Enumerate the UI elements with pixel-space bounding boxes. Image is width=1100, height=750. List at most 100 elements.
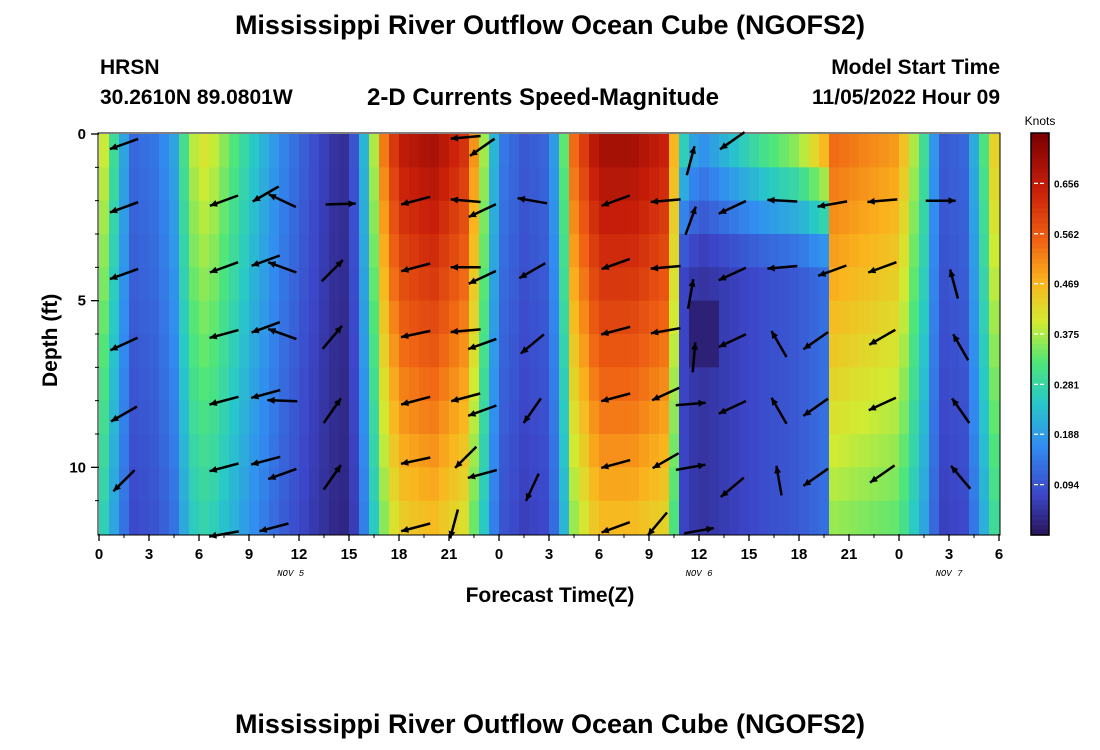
heatmap-cell xyxy=(369,334,380,368)
heatmap-cell xyxy=(589,434,600,468)
heatmap-cell xyxy=(979,200,990,235)
colorbar-segment xyxy=(1031,173,1049,179)
colorbar-segment xyxy=(1031,504,1049,511)
heatmap-cell xyxy=(699,467,710,502)
heatmap-cell xyxy=(859,234,870,268)
heatmap-cell xyxy=(279,400,290,435)
current-vector xyxy=(601,257,631,271)
heatmap-cell xyxy=(709,134,720,168)
heatmap-cell xyxy=(189,300,200,335)
heatmap-cell xyxy=(859,300,870,335)
heatmap-cell xyxy=(349,134,360,168)
heatmap-cell xyxy=(489,334,500,368)
current-vector xyxy=(767,264,798,272)
heatmap-cell xyxy=(679,300,690,335)
heatmap-cell xyxy=(659,200,670,235)
vector-head xyxy=(817,201,826,209)
heatmap-cell xyxy=(699,367,710,402)
heatmap-cell xyxy=(219,500,230,535)
heatmap-cell xyxy=(639,400,650,435)
heatmap-cell xyxy=(729,367,740,402)
heatmap-cell xyxy=(579,434,590,468)
heatmap-cell xyxy=(659,300,670,335)
heatmap-cell xyxy=(509,134,520,168)
heatmap-cell xyxy=(639,467,650,502)
heatmap-cell xyxy=(879,500,890,535)
heatmap-cell xyxy=(699,200,710,235)
heatmap-cell xyxy=(759,167,770,202)
heatmap-cell xyxy=(699,300,710,335)
heatmap-cell xyxy=(449,300,460,335)
heatmap-cell xyxy=(779,434,790,468)
current-vector xyxy=(817,264,847,277)
colorbar-tick-label: 0.188 xyxy=(1054,430,1079,441)
heatmap-cell xyxy=(539,267,550,302)
heatmap-cell xyxy=(499,367,510,402)
current-vector xyxy=(469,137,496,157)
heatmap-cell xyxy=(929,334,940,368)
heatmap-cell xyxy=(309,267,320,302)
heatmap-cell xyxy=(189,267,200,302)
vector-head xyxy=(268,473,277,480)
heatmap-cell xyxy=(919,200,930,235)
heatmap-cell xyxy=(289,467,300,502)
heatmap-cell xyxy=(329,134,340,168)
vector-head xyxy=(767,264,775,272)
heatmap-cell xyxy=(949,167,960,202)
colorbar-segment xyxy=(1031,399,1049,405)
heatmap-cell xyxy=(129,334,140,368)
colorbar-segment xyxy=(1031,374,1049,380)
heatmap-cell xyxy=(269,434,280,468)
heatmap-cell xyxy=(139,434,150,468)
current-vector xyxy=(209,194,239,207)
heatmap-cell xyxy=(829,467,840,502)
heatmap-cell xyxy=(879,467,890,502)
heatmap-cell xyxy=(349,367,360,402)
heatmap-cell xyxy=(709,167,720,202)
heatmap-cell xyxy=(899,334,910,368)
heatmap-cell xyxy=(179,234,190,268)
heatmap-cell xyxy=(989,200,1000,235)
vector-head xyxy=(601,462,609,470)
heatmap-cell xyxy=(309,467,320,502)
heatmap-cell xyxy=(299,500,310,535)
heatmap-cell xyxy=(639,434,650,468)
heatmap-cell xyxy=(989,267,1000,302)
heatmap-cell xyxy=(589,234,600,268)
heatmap-cell xyxy=(169,267,180,302)
colorbar-segment xyxy=(1031,434,1049,441)
heatmap-cell xyxy=(149,500,160,535)
current-vector xyxy=(718,399,747,415)
heatmap-cell xyxy=(129,234,140,268)
heatmap-cell xyxy=(229,134,240,168)
heatmap-cell xyxy=(319,267,330,302)
heatmap-cell xyxy=(969,167,980,202)
heatmap-cell xyxy=(879,300,890,335)
heatmap-cell xyxy=(699,434,710,468)
current-vector xyxy=(683,525,715,535)
heatmap-cell xyxy=(659,434,670,468)
heatmap-cell xyxy=(599,234,610,268)
heatmap-cell xyxy=(399,500,410,535)
heatmap-cell xyxy=(769,434,780,468)
current-vector xyxy=(651,386,680,402)
heatmap-cell xyxy=(839,134,850,168)
y-tick-label: 10 xyxy=(69,459,86,476)
heatmap-cell xyxy=(229,500,240,535)
heatmap-cell xyxy=(579,500,590,535)
heatmap-cell xyxy=(489,300,500,335)
heatmap-cell xyxy=(839,367,850,402)
heatmap-cell xyxy=(689,300,700,335)
heatmap-cell xyxy=(569,167,580,202)
heatmap-cell xyxy=(579,200,590,235)
heatmap-cell xyxy=(949,300,960,335)
heatmap-cell xyxy=(879,334,890,368)
heatmap-cell xyxy=(669,234,680,268)
heatmap-cell xyxy=(329,167,340,202)
colorbar-segment xyxy=(1031,263,1049,270)
heatmap-cell xyxy=(319,367,330,402)
heatmap-cell xyxy=(989,334,1000,368)
heatmap-cell xyxy=(619,400,630,435)
heatmap-cell xyxy=(149,300,160,335)
heatmap-cell xyxy=(949,434,960,468)
